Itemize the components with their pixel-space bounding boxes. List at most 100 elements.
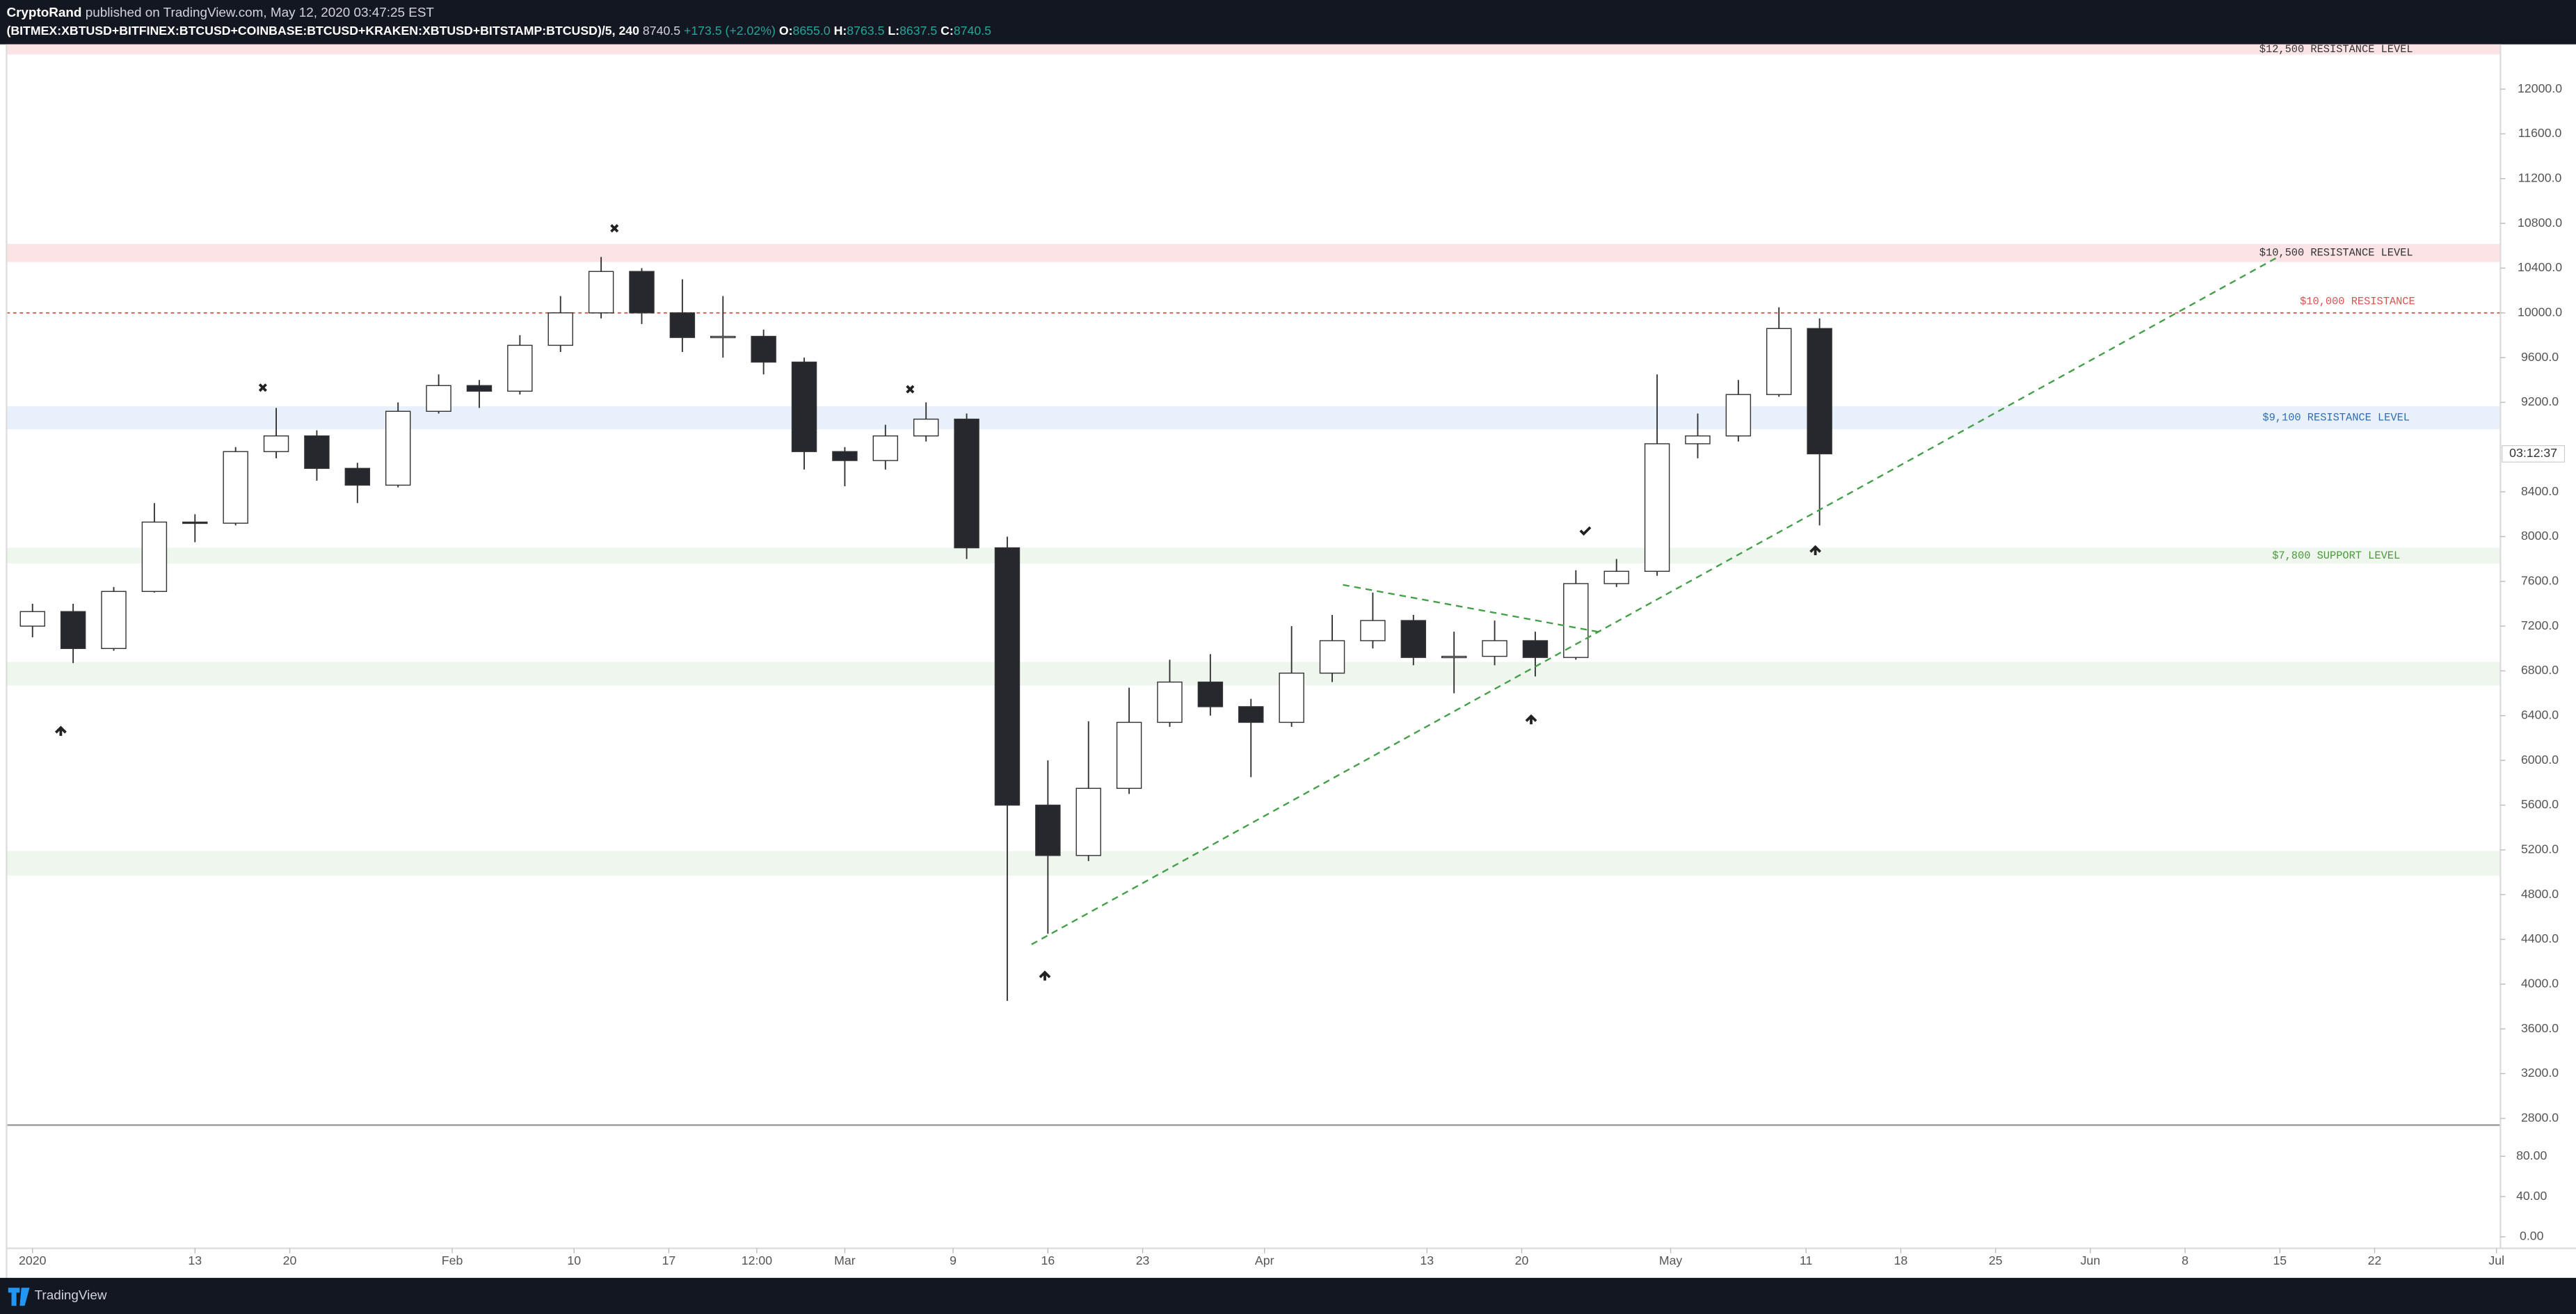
y-tick-label: 11200.0	[2518, 170, 2562, 184]
x-tick-label: 18	[1894, 1253, 1908, 1267]
zone	[6, 851, 2501, 876]
candle-body	[751, 335, 776, 363]
symbol: (BITMEX:XBTUSD+BITFINEX:BTCUSD+COINBASE:…	[6, 24, 639, 38]
y-tick-label: 6400.0	[2521, 707, 2559, 721]
ohlc-key: C:	[941, 24, 954, 38]
footer-bar	[0, 1278, 2576, 1314]
y-tick-label: 4400.0	[2521, 931, 2559, 945]
y-tick-label: 5200.0	[2521, 842, 2559, 856]
candle-body	[507, 344, 533, 392]
y-tick-label: 8400.0	[2521, 484, 2559, 498]
candle-body	[1482, 640, 1507, 657]
y2-tick-label: 0.00	[2520, 1229, 2544, 1243]
ohlc-value: 8763.5	[847, 24, 884, 38]
ohlc-key: H:	[834, 24, 847, 38]
candle-body	[101, 591, 127, 649]
y-tick-label: 7200.0	[2521, 618, 2559, 632]
countdown-box	[2502, 445, 2566, 463]
markers	[54, 224, 1821, 981]
y-tick-label: 11600.0	[2518, 126, 2562, 140]
change: +173.5 (+2.02%)	[684, 24, 776, 38]
x-tick-label: Feb	[442, 1253, 463, 1267]
author: CryptoRand	[6, 6, 81, 20]
zone-label: $7,800 SUPPORT LEVEL	[2272, 550, 2400, 562]
zone-label: $10,500 RESISTANCE LEVEL	[2259, 247, 2413, 259]
x-tick-label: 2020	[19, 1253, 47, 1267]
candle-body	[1197, 681, 1224, 707]
ohlc-value: 8740.5	[954, 24, 991, 38]
zone	[6, 243, 2501, 262]
candle-body	[669, 312, 696, 338]
y-tick-label: 7600.0	[2521, 573, 2559, 587]
y-tick-label: 6000.0	[2521, 753, 2559, 767]
y-tick-label: 6800.0	[2521, 663, 2559, 677]
candle-body	[954, 418, 979, 549]
zone	[6, 662, 2501, 686]
x-tick-label: Jul	[2488, 1253, 2504, 1267]
last-price: 8740.5	[643, 24, 680, 38]
x-mark	[610, 224, 619, 233]
candle-body	[182, 521, 208, 524]
ohlc-key: L:	[888, 24, 899, 38]
x-tick-label: 9	[950, 1253, 957, 1267]
x-tick-label: Apr	[1255, 1253, 1274, 1267]
x-tick-label: 13	[188, 1253, 202, 1267]
y-tick-label: 10000.0	[2518, 305, 2562, 319]
x-tick-label: 15	[2273, 1253, 2287, 1267]
candle-body	[304, 435, 330, 470]
candle-body	[710, 335, 736, 339]
candle-body	[832, 451, 858, 461]
zone	[6, 547, 2501, 564]
check-mark	[1579, 526, 1592, 536]
candle-body	[1644, 443, 1670, 572]
zone-label: $12,500 RESISTANCE LEVEL	[2259, 43, 2413, 56]
x-tick-label: 11	[1800, 1253, 1812, 1267]
candle-body	[1522, 640, 1549, 658]
x-tick-label: 12:00	[742, 1253, 772, 1267]
x-tick-label: 22	[2368, 1253, 2382, 1267]
y-tick-label: 12000.0	[2518, 81, 2562, 95]
candle-body	[1766, 328, 1792, 395]
x-tick-label: 17	[662, 1253, 676, 1267]
candle-body	[872, 435, 899, 461]
y-tick-label: 9600.0	[2521, 350, 2559, 364]
candle-body	[994, 547, 1021, 806]
candle-body	[1360, 620, 1386, 641]
candle-body	[1441, 655, 1467, 659]
zone	[6, 406, 2501, 430]
candle-body	[1157, 681, 1183, 723]
y-tick-label: 4000.0	[2521, 976, 2559, 990]
candle-body	[1563, 583, 1589, 658]
candle-body	[1035, 804, 1061, 856]
x-tick-label: 8	[2182, 1253, 2189, 1267]
x-tick-label: 23	[1136, 1253, 1150, 1267]
ohlc-value: 8655.0	[793, 24, 831, 38]
up-arrow	[1809, 545, 1821, 556]
y2-tick-label: 40.00	[2516, 1189, 2547, 1203]
candle-body	[1319, 640, 1345, 674]
y-tick-label: 3600.0	[2521, 1021, 2559, 1035]
candle-body	[1603, 570, 1629, 584]
y-tick-label: 3200.0	[2521, 1066, 2559, 1080]
candle-body	[141, 521, 168, 592]
candle-body	[466, 385, 493, 392]
y-tick-label: 10400.0	[2518, 260, 2562, 274]
level-label: $10,000 RESISTANCE	[2300, 295, 2415, 307]
candle-body	[263, 435, 289, 452]
ohlc-key: O:	[779, 24, 793, 38]
header-line-1: CryptoRand published on TradingView.com,…	[6, 6, 434, 20]
candle-body	[385, 410, 411, 486]
y-tick-label: 4800.0	[2521, 887, 2559, 901]
y-tick-label: 8000.0	[2521, 529, 2559, 543]
trend-line	[1031, 257, 2277, 945]
y2-tick-label: 80.00	[2516, 1148, 2547, 1162]
candle-body	[1725, 394, 1752, 437]
published: published on TradingView.com, May 12, 20…	[86, 6, 435, 20]
x-tick-label: Mar	[834, 1253, 856, 1267]
candle-body	[588, 271, 614, 314]
candle-body	[1279, 672, 1304, 723]
y-tick-label: 10800.0	[2518, 216, 2562, 230]
up-arrow	[1039, 970, 1051, 981]
y-tick-label: 9200.0	[2521, 394, 2559, 408]
x-tick-label: 16	[1041, 1253, 1055, 1267]
